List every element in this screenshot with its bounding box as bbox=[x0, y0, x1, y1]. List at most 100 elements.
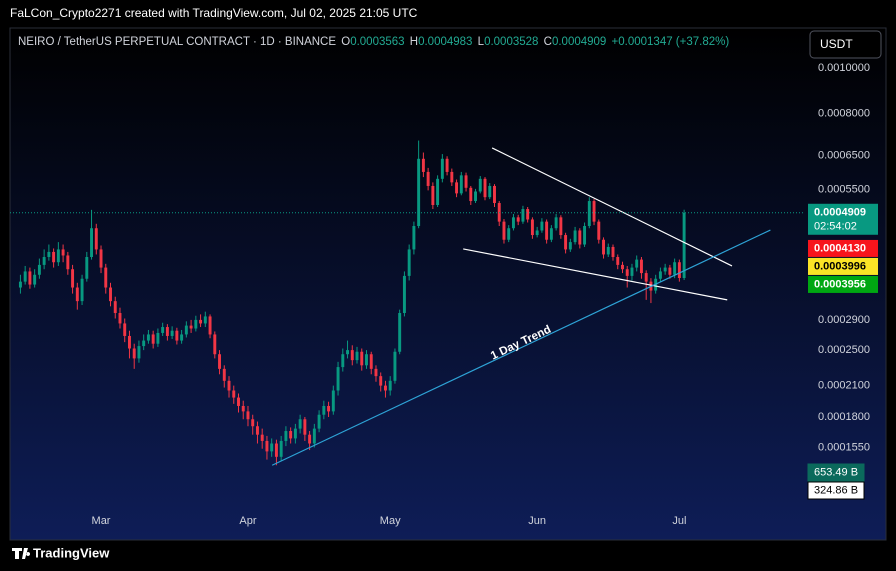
candle-body bbox=[639, 259, 643, 274]
candle-body bbox=[42, 257, 46, 265]
candle-body bbox=[331, 390, 335, 412]
candle-body bbox=[189, 325, 193, 329]
candle-body bbox=[213, 334, 217, 355]
candle-body bbox=[255, 426, 259, 435]
candle-body bbox=[545, 221, 549, 240]
candle-body bbox=[587, 201, 591, 227]
candle-body bbox=[360, 351, 364, 366]
candle-body bbox=[578, 230, 582, 245]
candle-body bbox=[478, 178, 482, 192]
candle-body bbox=[511, 217, 515, 229]
candle-body bbox=[682, 212, 686, 278]
candle-body bbox=[583, 226, 587, 245]
candle-body bbox=[474, 191, 477, 202]
candle-body bbox=[227, 380, 231, 391]
candle-body bbox=[18, 281, 22, 288]
logo bbox=[12, 548, 31, 559]
countdown: 02:54:02 bbox=[814, 221, 857, 233]
candle-body bbox=[308, 434, 312, 444]
candle-body bbox=[564, 235, 568, 250]
candle-body bbox=[142, 340, 146, 347]
candle-body bbox=[251, 419, 255, 427]
candle-body bbox=[289, 431, 293, 439]
candle-body bbox=[602, 239, 605, 255]
ohlc-key: L bbox=[478, 36, 485, 48]
candle-body bbox=[350, 350, 354, 361]
candle-body bbox=[94, 228, 98, 250]
candle-body bbox=[346, 350, 350, 355]
candle-body bbox=[232, 390, 236, 398]
price-label-box bbox=[808, 239, 878, 257]
x-tick-label: Mar bbox=[92, 515, 111, 527]
candle-body bbox=[184, 325, 188, 335]
price-label: 0.0004909 bbox=[814, 207, 866, 219]
candle-body bbox=[431, 185, 435, 206]
price-label: 0.0003996 bbox=[814, 260, 866, 272]
candle-body bbox=[469, 187, 473, 202]
candle-body bbox=[421, 158, 425, 172]
candle-body bbox=[137, 346, 141, 359]
candle-body bbox=[436, 178, 440, 206]
candle-body bbox=[516, 217, 520, 222]
candle-body bbox=[554, 217, 558, 229]
candle-body bbox=[502, 221, 506, 240]
candle-body bbox=[530, 219, 534, 236]
candle-body bbox=[118, 313, 122, 324]
candle-body bbox=[483, 178, 487, 198]
candle-body bbox=[123, 323, 127, 336]
candle-body bbox=[260, 434, 264, 441]
candle-body bbox=[568, 242, 572, 250]
candle-body bbox=[535, 230, 539, 236]
candle-body bbox=[464, 175, 468, 188]
candle-body bbox=[218, 354, 222, 369]
candle-body bbox=[61, 249, 65, 256]
symbol: NEIRO / TetherUS PERPETUAL CONTRACT · 1D… bbox=[18, 36, 336, 48]
candle-body bbox=[365, 354, 368, 366]
ohlc-value: 0.0004983 bbox=[418, 36, 472, 48]
candle-body bbox=[507, 228, 511, 240]
trendline bbox=[491, 147, 733, 267]
candle-body bbox=[621, 264, 624, 270]
price-label: 0.0004130 bbox=[814, 242, 866, 254]
candle-body bbox=[493, 185, 496, 204]
candle-body bbox=[383, 385, 387, 391]
candle-body bbox=[56, 249, 60, 263]
ohlc-value: 0.0003528 bbox=[484, 36, 538, 48]
candle-body bbox=[611, 246, 615, 258]
candle-body bbox=[459, 175, 463, 194]
candle-body bbox=[66, 255, 70, 270]
candle-body bbox=[284, 431, 288, 441]
candle-body bbox=[265, 440, 269, 452]
currency[interactable]: USDT bbox=[820, 37, 853, 51]
candle-body bbox=[146, 334, 150, 341]
y-tick-label: 0.0001550 bbox=[818, 441, 870, 453]
x-tick-label: Jun bbox=[528, 515, 546, 527]
candle-body bbox=[37, 264, 41, 275]
x-tick-label: Apr bbox=[239, 515, 256, 527]
candle-body bbox=[47, 251, 51, 258]
candle-body bbox=[450, 171, 454, 183]
candle-body bbox=[625, 269, 629, 276]
candle-body bbox=[194, 319, 198, 329]
candle-body bbox=[279, 440, 283, 457]
candle-body bbox=[298, 419, 302, 429]
candle-body bbox=[488, 185, 492, 198]
candle-body bbox=[573, 230, 577, 243]
candle-body bbox=[374, 368, 378, 377]
candle-body bbox=[402, 275, 406, 314]
candle-body bbox=[445, 158, 449, 172]
candle-body bbox=[71, 269, 75, 288]
candle-body bbox=[630, 267, 634, 276]
candle-body bbox=[180, 334, 184, 341]
candle-body bbox=[317, 414, 321, 429]
currency-button[interactable] bbox=[809, 30, 882, 59]
y-tick-label: 0.0001800 bbox=[818, 411, 870, 423]
y-tick-label: 0.0005500 bbox=[818, 184, 870, 196]
candle-body bbox=[161, 327, 165, 333]
volume-label: 324.86 B bbox=[814, 484, 858, 496]
price-label-box bbox=[808, 257, 878, 275]
candle-body bbox=[592, 201, 596, 222]
brand: TradingView bbox=[33, 545, 110, 560]
